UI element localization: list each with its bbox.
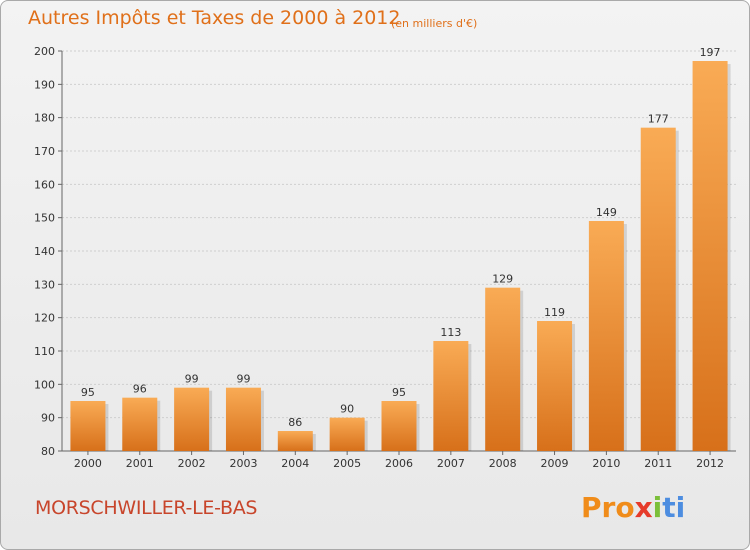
x-tick-label-2006: 2006 <box>385 457 413 470</box>
x-tick-label-2003: 2003 <box>229 457 257 470</box>
y-tick-label: 130 <box>34 278 55 291</box>
bar-2004 <box>277 431 313 451</box>
chart-subtitle: (en milliers d'€) <box>391 17 478 30</box>
data-label-2002: 99 <box>185 373 199 386</box>
data-label-2007: 113 <box>440 326 461 339</box>
x-tick-label-2002: 2002 <box>178 457 206 470</box>
chart-title: Autres Impôts et Taxes de 2000 à 2012 <box>28 7 401 29</box>
x-tick-label-2004: 2004 <box>281 457 309 470</box>
bar-2006 <box>381 401 417 451</box>
y-tick-label: 140 <box>34 245 55 258</box>
bar-2005 <box>329 417 365 451</box>
y-tick-label: 150 <box>34 212 55 225</box>
y-tick-label: 200 <box>34 45 55 58</box>
y-tick-label: 180 <box>34 112 55 125</box>
data-label-2001: 96 <box>133 383 147 396</box>
x-tick-label-2007: 2007 <box>437 457 465 470</box>
y-tick-label: 90 <box>41 412 55 425</box>
bar-2003 <box>225 387 261 451</box>
bar-2007 <box>433 341 469 451</box>
y-tick-label: 110 <box>34 345 55 358</box>
y-tick-label: 190 <box>34 78 55 91</box>
data-label-2009: 119 <box>544 306 565 319</box>
y-tick-label: 100 <box>34 378 55 391</box>
bar-2002 <box>174 387 210 451</box>
x-tick-label-2005: 2005 <box>333 457 361 470</box>
bars <box>70 61 731 452</box>
x-tick-label-2000: 2000 <box>74 457 102 470</box>
x-tick-label-2009: 2009 <box>541 457 569 470</box>
y-tick-label: 80 <box>41 445 55 458</box>
bar-2000 <box>70 401 106 451</box>
x-tick-label-2011: 2011 <box>644 457 672 470</box>
y-axis: 80 90 100 110 120 130 140 150 160 170 180 190 200 <box>34 45 63 458</box>
x-axis: 2000 2001 2002 2003 2004 2005 2006 2007 2008 2009… <box>62 450 736 470</box>
bar-2009 <box>537 321 573 451</box>
data-label-2011: 177 <box>648 113 669 126</box>
data-label-2000: 95 <box>81 386 95 399</box>
x-tick-label-2008: 2008 <box>489 457 517 470</box>
bar-2001 <box>122 397 158 451</box>
y-tick-label: 170 <box>34 145 55 158</box>
x-tick-label-2001: 2001 <box>126 457 154 470</box>
data-label-2008: 129 <box>492 273 513 286</box>
data-label-2003: 99 <box>236 373 250 386</box>
y-tick-label: 160 <box>34 178 55 191</box>
data-label-2012: 197 <box>700 46 721 59</box>
bar-2011 <box>640 127 676 452</box>
data-label-2005: 90 <box>340 403 354 416</box>
x-tick-label-2010: 2010 <box>592 457 620 470</box>
data-label-2004: 86 <box>288 416 302 429</box>
x-tick-label-2012: 2012 <box>696 457 724 470</box>
bar-2010 <box>588 221 624 451</box>
commune-name: MORSCHWILLER-LE-BAS <box>35 497 258 519</box>
data-label-2010: 149 <box>596 206 617 219</box>
bar-2012 <box>692 61 728 451</box>
proxiti-logo[interactable]: Proxiti <box>581 491 686 524</box>
y-tick-label: 120 <box>34 312 55 325</box>
data-labels: 95 96 99 99 86 90 95 113 129 119 149 177 197 <box>81 46 721 429</box>
data-label-2006: 95 <box>392 386 406 399</box>
bar-2008 <box>485 287 521 451</box>
